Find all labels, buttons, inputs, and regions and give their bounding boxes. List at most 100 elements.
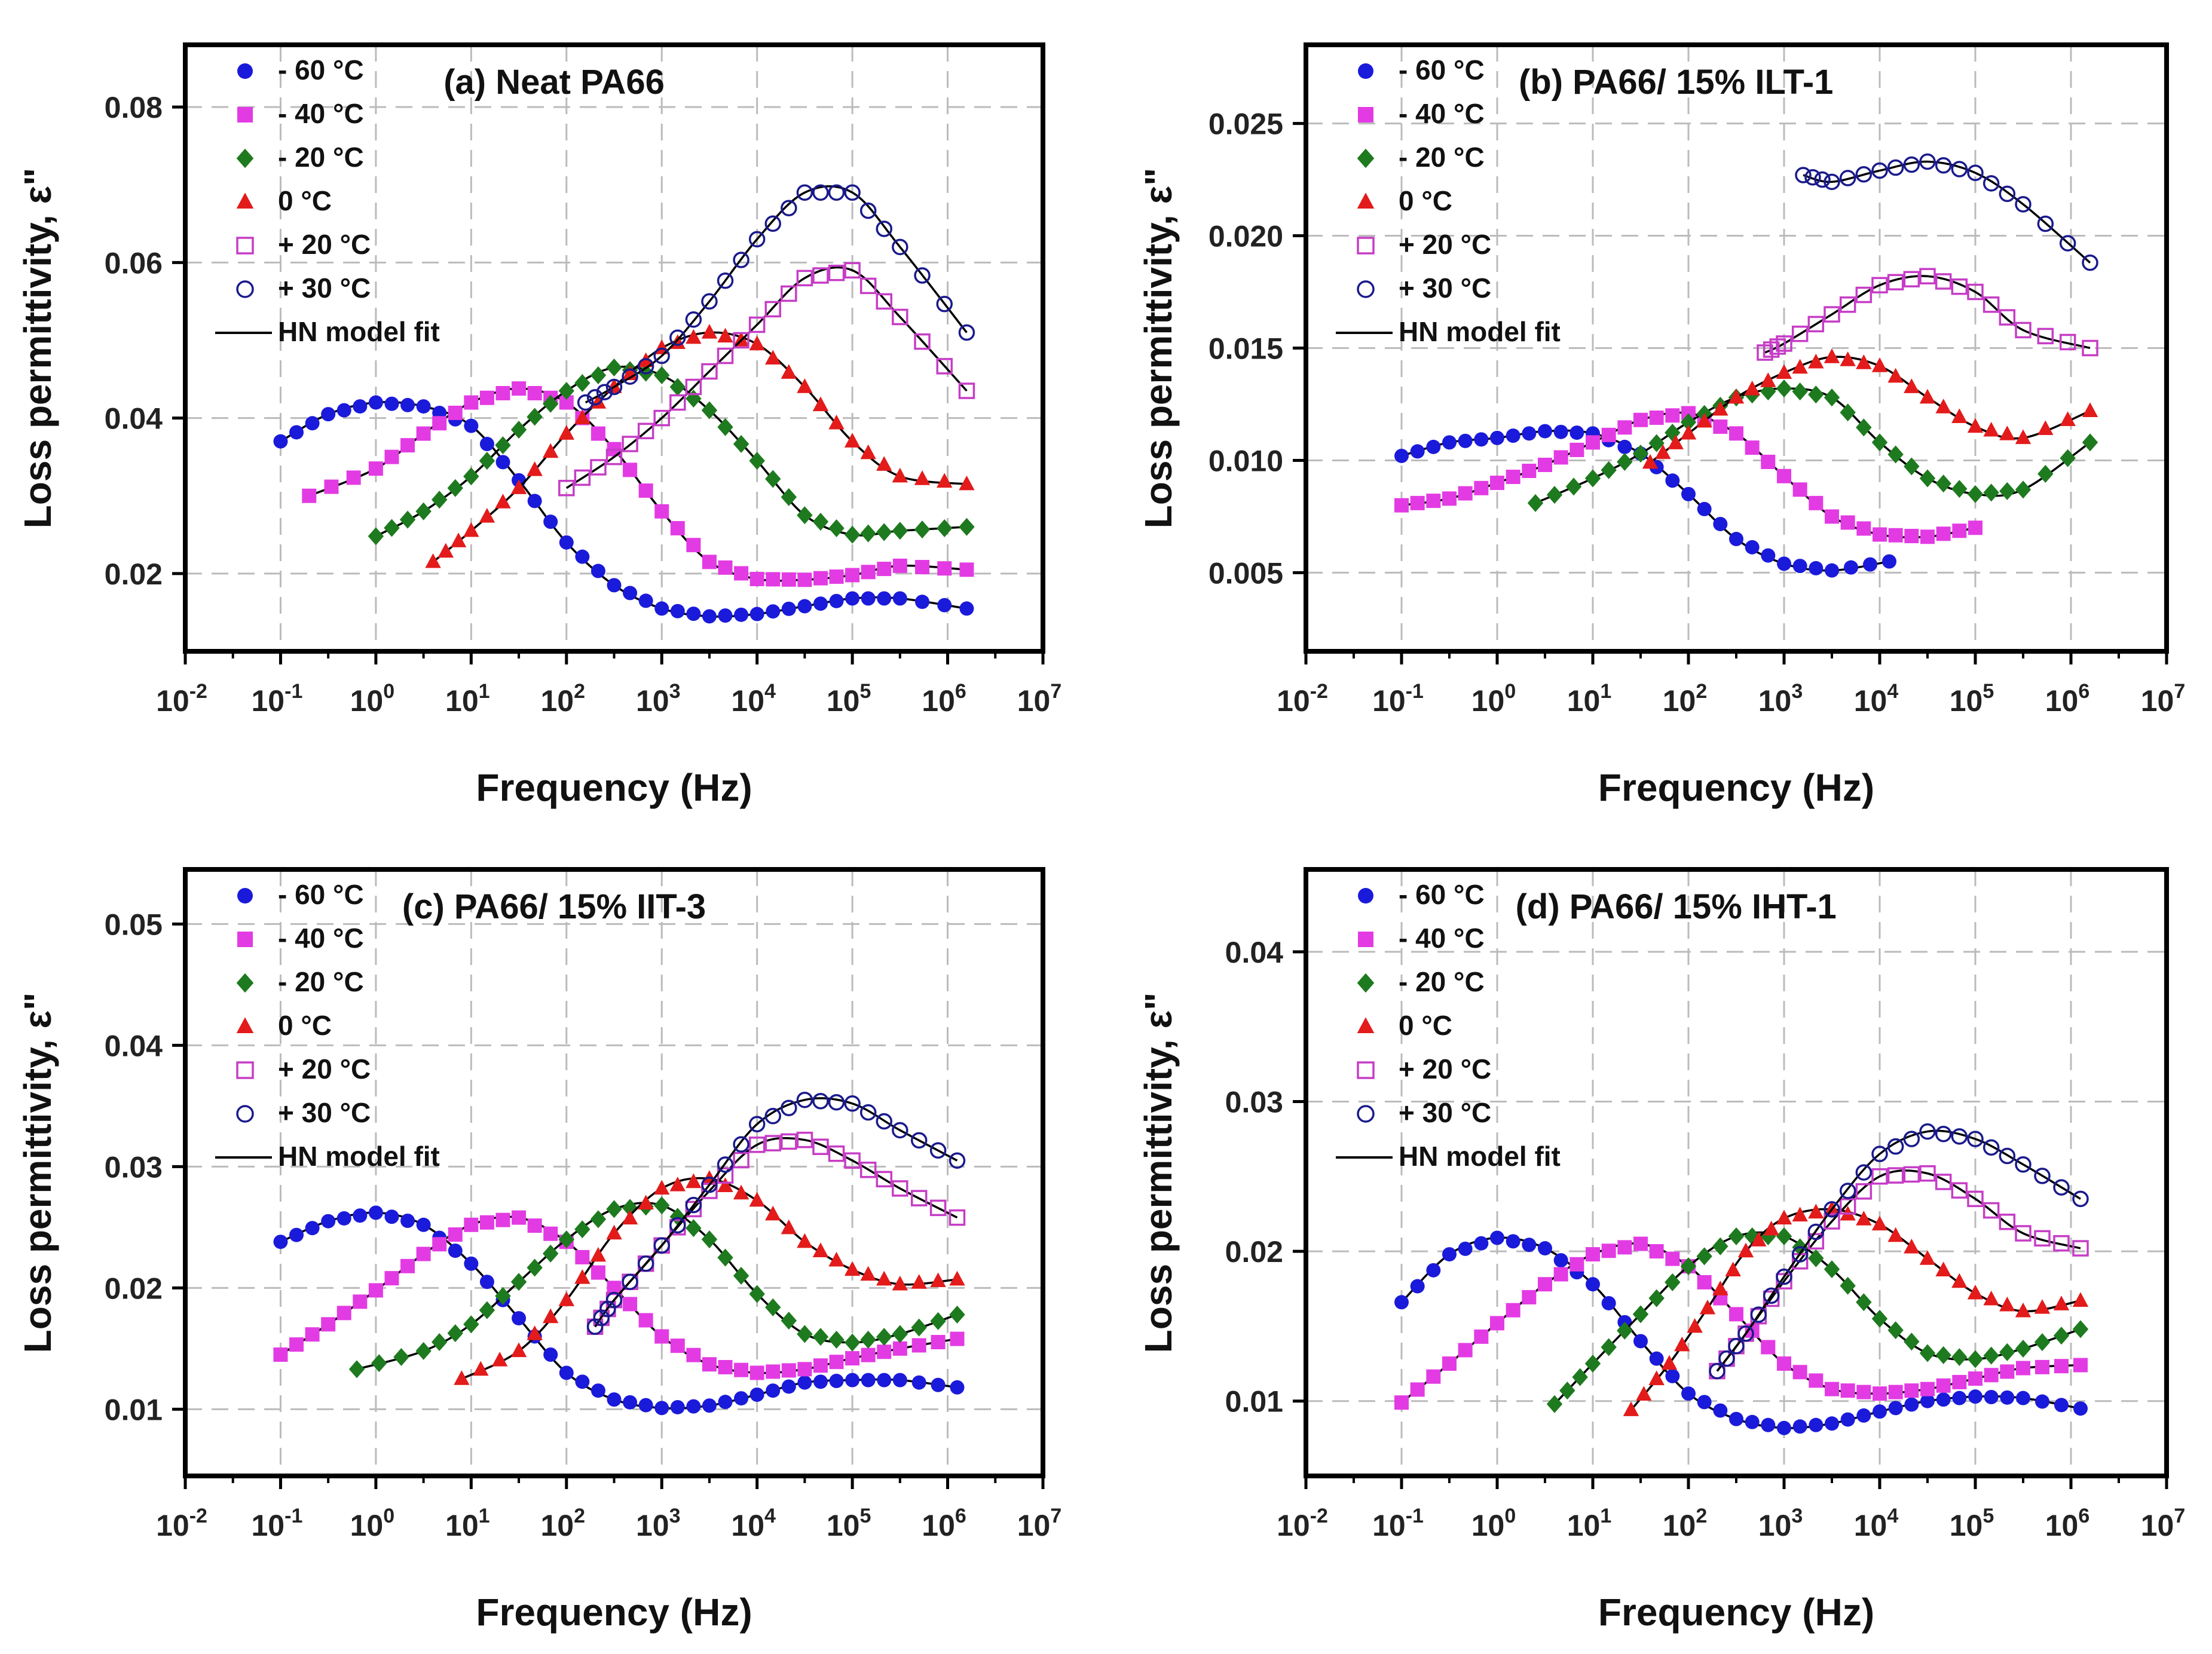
panel-b-series-1-point	[1474, 480, 1489, 495]
panel-d-series-2-point	[1904, 1333, 1920, 1351]
panel-b-series-2-point	[1632, 445, 1649, 463]
panel-d-series-1-point	[1538, 1277, 1552, 1292]
panel-d-series-2-point	[2053, 1327, 2070, 1345]
panel-c-series-4-point	[748, 1137, 766, 1153]
panel-c-x-tick-label: 100	[350, 1505, 395, 1542]
panel-d-series-3-point	[1687, 1318, 1703, 1333]
panel-c-series-3-point	[892, 1275, 908, 1291]
panel-d-series-1-point	[1633, 1236, 1648, 1251]
panel-c-x-tick-label: 102	[541, 1505, 586, 1542]
panel-a-series-0-point	[766, 604, 781, 619]
panel-d-legend-label: + 30 °C	[1399, 1097, 1491, 1128]
panel-b-legend-marker	[1358, 63, 1373, 79]
panel-c-series-0-point	[892, 1373, 907, 1387]
panel-a-series-2-point	[781, 488, 797, 506]
panel-d-series-1-point	[1474, 1329, 1489, 1344]
panel-b-series-2-point	[1999, 482, 2015, 500]
panel-a-legend-label: - 40 °C	[278, 98, 364, 129]
panel-b-series-2-point	[1840, 403, 1856, 422]
panel-b-series-0-point	[1863, 557, 1877, 572]
panel-a-series-4-point	[653, 409, 670, 427]
panel-d-series-3-point	[1648, 1370, 1665, 1386]
panel-d-series-2-point	[1632, 1305, 1649, 1324]
panel-d-series-4-point	[1855, 1183, 1873, 1200]
panel-c-series-5-point	[828, 1094, 845, 1111]
panel-b-series-1-point	[1952, 523, 1967, 538]
panel-b-series-5-point	[1795, 167, 1812, 183]
panel-d-x-tick-label: 100	[1471, 1505, 1516, 1542]
panel-c-series-3-point	[622, 1209, 638, 1225]
panel-d-series-1-point	[1553, 1267, 1568, 1282]
panel-b-series-5-point	[1919, 153, 1936, 170]
panel-a-legend-marker	[236, 280, 254, 298]
panel-d-series-1-point	[2054, 1359, 2069, 1374]
panel-c-series-1-point	[638, 1313, 653, 1328]
panel-b-series-3-point	[1935, 399, 1951, 414]
panel-d-series-1-point	[1792, 1365, 1807, 1380]
panel-b-series-1-point	[1394, 498, 1409, 513]
panel-a-series-4-point	[733, 332, 749, 349]
panel-a-series-2-point	[399, 510, 416, 529]
panel-d-x-tick-label: 10-2	[1277, 1505, 1328, 1542]
panel-b-series-0-point	[1825, 563, 1839, 578]
panel-b-x-tick-label: 102	[1663, 680, 1708, 718]
panel-b-series-2-point	[1935, 474, 1951, 493]
panel-a-series-1-point	[718, 560, 733, 575]
panel-c-x-tick-label: 101	[445, 1505, 490, 1542]
panel-b-series-5-point	[2082, 254, 2098, 271]
panel-b-series-4-fit-line	[1764, 275, 2091, 354]
panel-a-x-tick-label: 104	[731, 680, 776, 718]
panel-c-series-1-point	[416, 1246, 431, 1261]
panel-a-series-2-point	[828, 519, 845, 537]
panel-a-series-1-point	[448, 405, 463, 420]
panel-d-series-4-point	[1999, 1214, 2016, 1230]
panel-c-series-1-point	[527, 1218, 542, 1233]
panel-a-legend-marker	[237, 107, 253, 122]
panel-c-series-3-point	[949, 1270, 965, 1286]
panel-d-series-2-point	[2015, 1339, 2032, 1358]
panel-c-series-4-point	[812, 1138, 829, 1155]
panel-b-y-tick-label: 0.025	[1209, 108, 1283, 141]
panel-a-y-tick-label: 0.08	[105, 91, 163, 124]
panel-c-series-1-point	[336, 1306, 351, 1321]
panel-d-series-5-point	[1935, 1126, 1952, 1143]
panel-b-x-tick-label: 103	[1758, 680, 1803, 718]
panel-d-series-5-point	[1967, 1131, 1984, 1147]
panel-b-series-0-point	[1665, 473, 1680, 488]
panel-a-series-5-point	[958, 324, 975, 341]
panel-a-series-5-point	[622, 368, 638, 385]
panel-b-legend-marker	[1357, 192, 1375, 209]
panel-c-series-0-point	[575, 1374, 590, 1389]
panel-c-series-2-point	[527, 1258, 543, 1277]
panel-b-series-0-point	[1745, 540, 1760, 555]
panel-b-series-3-point	[1655, 444, 1671, 460]
panel-b-series-1-point	[1856, 521, 1871, 536]
panel-d-series-0-point	[1840, 1412, 1855, 1427]
panel-d-series-0-point	[1506, 1234, 1520, 1249]
panel-d-legend-marker	[1357, 1017, 1375, 1034]
panel-a-series-5-point	[605, 378, 623, 396]
panel-a-series-5-point	[637, 358, 654, 375]
panel-c-series-4-point	[717, 1167, 734, 1184]
panel-d-series-0-point	[1952, 1390, 1967, 1405]
panel-d-series-5-point	[1824, 1201, 1840, 1218]
panel-b-x-tick-label: 101	[1567, 680, 1612, 718]
panel-a-series-0-point	[479, 436, 494, 451]
panel-b-series-0-point	[1569, 425, 1584, 440]
panel-c-series-2-point	[669, 1208, 686, 1226]
panel-c-series-2-point	[876, 1328, 892, 1346]
panel-a-series-3-point	[701, 324, 718, 339]
panel-b-legend-label: - 40 °C	[1399, 98, 1485, 129]
panel-a-series-4-point	[590, 459, 607, 476]
panel-a-series-1-point	[591, 426, 605, 441]
panel-d-series-1-point	[1410, 1382, 1425, 1397]
panel-c-series-1-point	[829, 1355, 844, 1370]
panel-a-series-4-point	[701, 363, 718, 380]
panel-a-series-1-point	[416, 426, 431, 441]
panel-c-series-1-point	[495, 1212, 510, 1227]
panel-b-series-1-point	[1553, 450, 1568, 465]
panel-c-series-0-point	[766, 1383, 781, 1398]
panel-b-series-0-point	[1394, 448, 1409, 463]
panel-a-series-0-point	[959, 601, 974, 616]
panel-d-series-0-point	[1873, 1404, 1887, 1419]
